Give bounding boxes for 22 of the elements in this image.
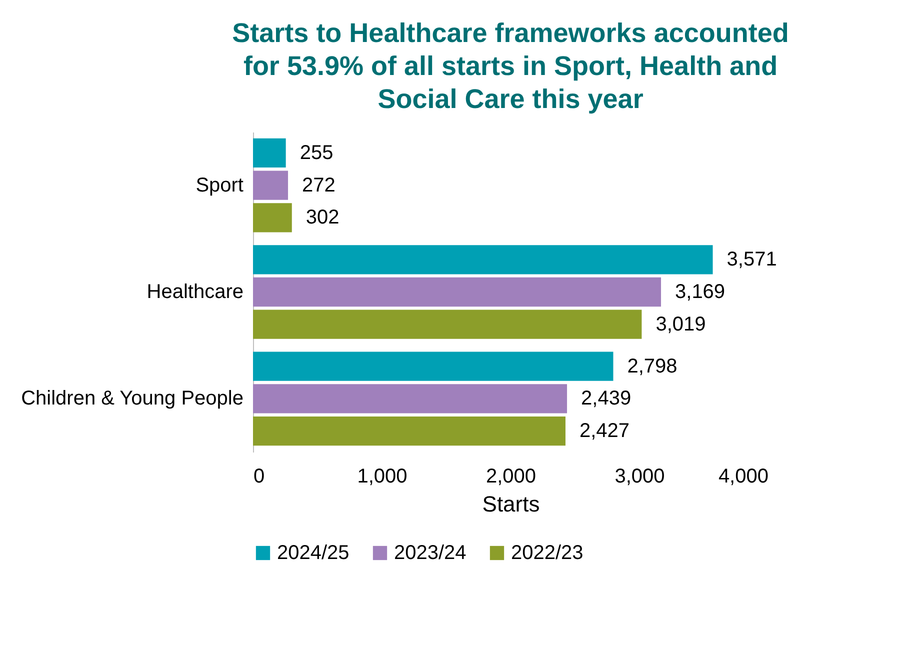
- data-label: 3,019: [656, 313, 706, 336]
- chart-title: Starts to Healthcare frameworks accounted for 53.9% of all starts in Sport, Health and Social Care this year: [232, 18, 789, 114]
- data-label: 2,427: [579, 420, 630, 442]
- x-tick-label: 4,000: [718, 466, 768, 488]
- x-tick-label: 0: [254, 466, 265, 488]
- x-tick-label: 1,000: [357, 466, 408, 488]
- data-label: 255: [300, 142, 334, 164]
- data-label: 2,439: [581, 388, 632, 410]
- y-tick-label: Children & Young People: [21, 388, 244, 410]
- legend-label: 2024/25: [277, 542, 350, 564]
- data-label: 2,798: [627, 355, 678, 378]
- data-label: 302: [306, 206, 340, 229]
- x-tick-label: 2,000: [486, 466, 536, 488]
- y-tick-label: Healthcare: [146, 281, 244, 303]
- legend-label: 2023/24: [394, 542, 466, 564]
- data-label: 272: [302, 174, 336, 196]
- x-axis-title: Starts: [482, 492, 540, 516]
- legend-label: 2022/23: [511, 542, 584, 564]
- y-tick-label: Sport: [196, 174, 244, 196]
- data-label: 3,169: [675, 281, 726, 303]
- data-label: 3,571: [726, 248, 777, 271]
- x-tick-label: 3,000: [614, 466, 665, 488]
